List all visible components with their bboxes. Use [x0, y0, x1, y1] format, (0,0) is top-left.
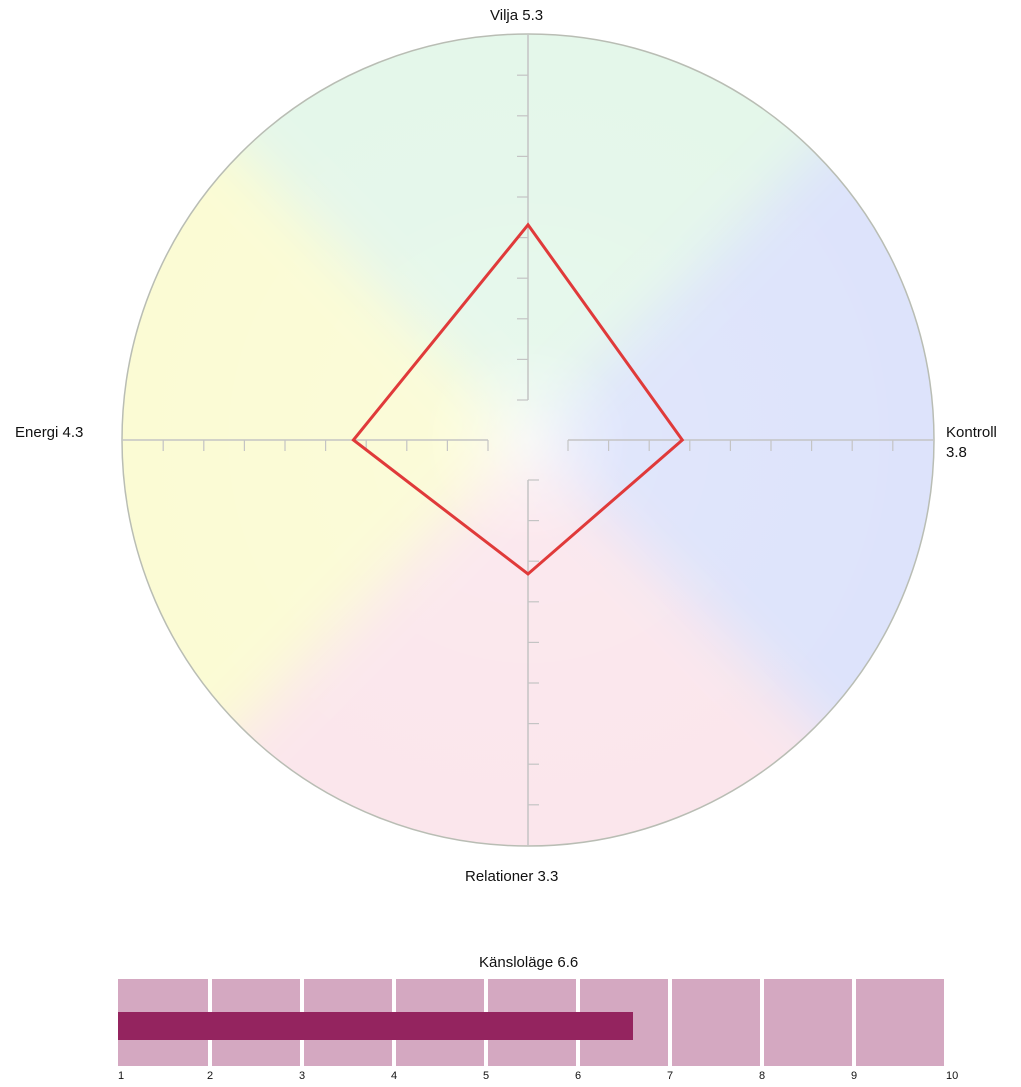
mood-bar-tick-label: 6 — [575, 1070, 582, 1082]
mood-bar-tick-label: 4 — [391, 1070, 398, 1082]
axis-label-kontroll: Kontroll 3.8 — [946, 424, 997, 461]
mood-bar-cell — [856, 979, 944, 1066]
axis-label-vilja: Vilja 5.3 — [490, 7, 544, 24]
mood-bar-tick-label: 1 — [118, 1070, 125, 1082]
mood-bar-tick-label: 10 — [946, 1070, 959, 1082]
radar-axes — [122, 34, 934, 846]
axis-label-energi: Energi 4.3 — [15, 424, 84, 441]
radar-series-polygon — [351, 222, 685, 576]
mood-bar-tick-label: 3 — [299, 1070, 306, 1082]
radar-chart — [121, 33, 935, 847]
mood-bar-tick-label: 5 — [483, 1070, 490, 1082]
mood-bar-tick-label: 7 — [667, 1070, 674, 1082]
axis-label-relationer: Relationer 3.3 — [465, 868, 559, 885]
mood-bar-tick-label: 9 — [851, 1070, 858, 1082]
mood-bar-cell — [764, 979, 852, 1066]
mood-bar-title: Känsloläge 6.6 — [479, 954, 579, 971]
mood-bar-fill — [118, 1012, 634, 1040]
mood-bar-tick-label: 2 — [207, 1070, 214, 1082]
color-wheel-background — [122, 34, 934, 846]
mood-bar-tick-label: 8 — [759, 1070, 766, 1082]
mood-bar-cell — [672, 979, 760, 1066]
mood-bar-track — [118, 979, 946, 1066]
